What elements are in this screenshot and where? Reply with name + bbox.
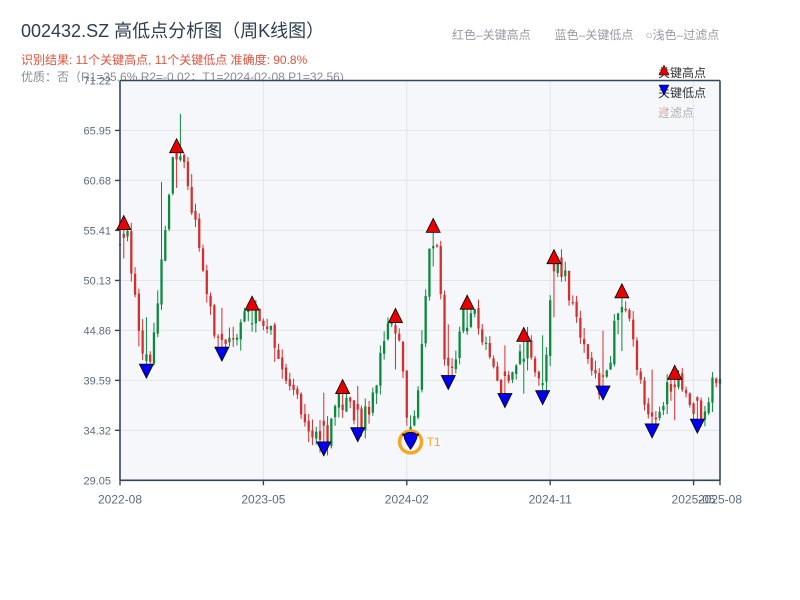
- svg-text:60.68: 60.68: [83, 175, 111, 187]
- svg-text:65.95: 65.95: [83, 125, 111, 137]
- svg-text:34.32: 34.32: [83, 425, 111, 437]
- svg-text:71.22: 71.22: [83, 76, 111, 88]
- svg-text:2025-08: 2025-08: [698, 492, 742, 506]
- svg-text:2023-05: 2023-05: [241, 492, 285, 506]
- svg-text:44.86: 44.86: [83, 325, 111, 337]
- svg-text:55.41: 55.41: [83, 225, 111, 237]
- svg-text:2024-02: 2024-02: [385, 492, 429, 506]
- svg-text:29.05: 29.05: [83, 475, 111, 487]
- svg-text:2022-08: 2022-08: [98, 492, 142, 506]
- svg-text:T1: T1: [427, 435, 441, 449]
- svg-text:39.59: 39.59: [83, 375, 111, 387]
- svg-text:2024-11: 2024-11: [529, 492, 572, 506]
- svg-text:50.13: 50.13: [83, 275, 111, 287]
